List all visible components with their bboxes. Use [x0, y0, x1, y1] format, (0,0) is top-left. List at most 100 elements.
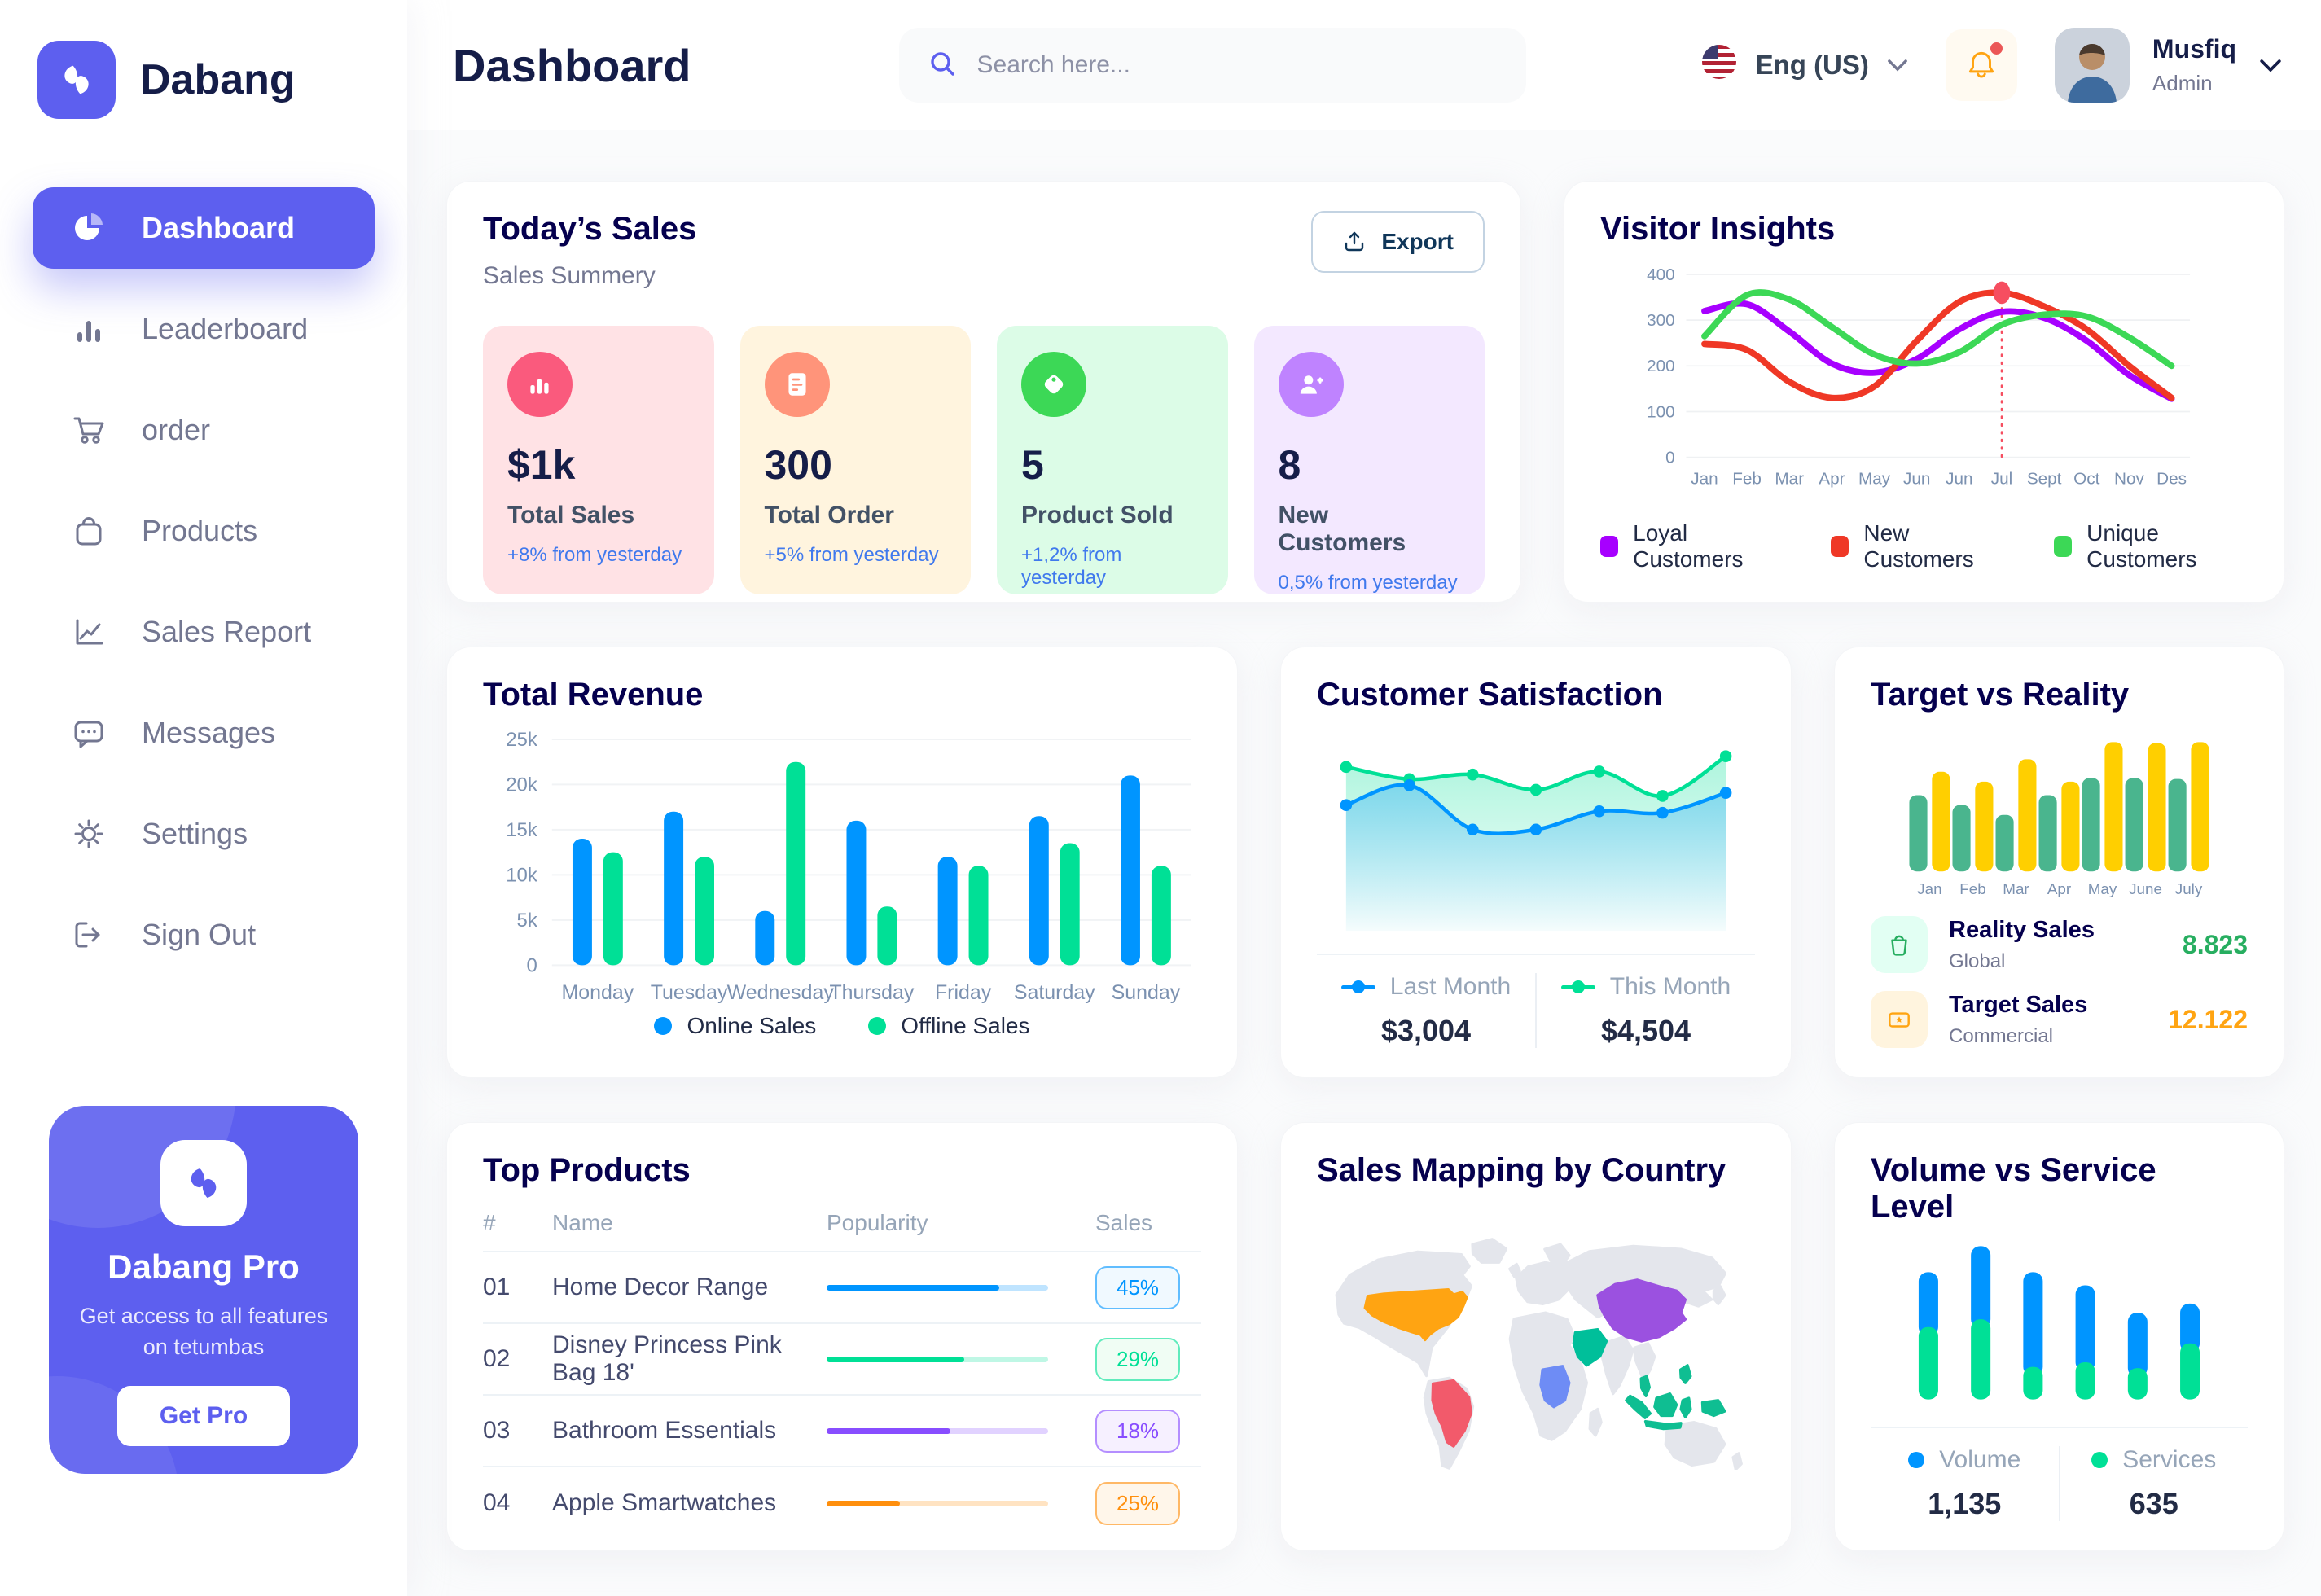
summary-value: 12.122	[2168, 1004, 2248, 1034]
stat-delta: +1,2% from yesterday	[1021, 544, 1122, 589]
australia-shape	[1664, 1421, 1726, 1467]
sidebar-item-label: Dashboard	[142, 211, 296, 244]
search-input[interactable]	[976, 51, 1498, 79]
brand[interactable]: Dabang	[33, 36, 375, 124]
svg-text:Jan: Jan	[1917, 880, 1941, 897]
last-month-marker	[1340, 980, 1375, 993]
top-products-title: Top Products	[483, 1152, 691, 1188]
divider	[1317, 954, 1755, 955]
avatar	[2054, 28, 2130, 103]
legend-services: Services 635	[2060, 1446, 2249, 1521]
export-button[interactable]: Export	[1311, 211, 1485, 273]
sidebar-item-products[interactable]: Products	[33, 490, 375, 572]
visitor-insights-card: Visitor Insights 0 100 200 300 400 Jan Feb Mar A…	[1564, 181, 2284, 603]
visitor-insights-chart: 0 100 200 300 400 Jan Feb Mar Apr May Jun Jun Jul Sep…	[1647, 265, 2191, 488]
export-icon	[1345, 231, 1364, 252]
svg-text:5k: 5k	[517, 910, 537, 932]
svg-text:Apr: Apr	[1819, 469, 1845, 488]
brand-name: Dabang	[140, 56, 296, 103]
total-revenue-title: Total Revenue	[483, 677, 704, 712]
bar-chart-icon	[70, 310, 107, 348]
summary-title: Target Sales	[1949, 991, 2088, 1018]
svg-text:Sept: Sept	[2027, 469, 2062, 488]
brand-logo-icon	[37, 41, 116, 119]
product-rank: 04	[483, 1489, 511, 1516]
product-rank: 02	[483, 1345, 511, 1372]
country-united-states	[1363, 1288, 1468, 1342]
total-revenue-chart: 0 5k 10k 15k 20k 25k Monday Tuesday WednesdayThu…	[506, 729, 1192, 1004]
svg-text:Oct: Oct	[2073, 469, 2099, 488]
japan-shape	[1712, 1285, 1726, 1305]
sales-badge: 45%	[1095, 1265, 1201, 1309]
customer-satisfaction-card: Customer Satisfaction Last Month $3,004 …	[1280, 647, 1792, 1078]
sidebar-item-order[interactable]: order	[33, 389, 375, 471]
sidebar-item-sales-report[interactable]: Sales Report	[33, 591, 375, 673]
popularity-bar	[827, 1500, 1095, 1506]
stat-label: Product Sold	[1021, 502, 1174, 528]
table-row: 03 Bathroom Essentials 18%	[483, 1396, 1201, 1467]
sidebar-menu: Dashboard Leaderboard order Products	[33, 187, 375, 976]
sidebar: Dabang Dashboard Leaderboard order	[0, 0, 407, 1596]
services-dot	[2091, 1452, 2108, 1468]
product-name: Disney Princess Pink Bag 18'	[552, 1331, 782, 1386]
svg-text:Saturday: Saturday	[1014, 981, 1095, 1004]
pro-logo-icon	[160, 1140, 247, 1227]
dashboard-content: Today’s Sales Sales Summery Export	[407, 130, 2321, 1596]
svg-text:Feb: Feb	[1959, 880, 1985, 897]
sidebar-item-dashboard[interactable]: Dashboard	[33, 187, 375, 269]
stat-delta: +8% from yesterday	[507, 544, 682, 566]
get-pro-button[interactable]: Get Pro	[116, 1386, 291, 1446]
customer-satisfaction-legend: Last Month $3,004 This Month $4,504	[1317, 973, 1755, 1048]
sales-chart-icon	[507, 352, 573, 417]
last-month-value: $3,004	[1380, 1014, 1472, 1047]
table-body: 01 Home Decor Range 45% 02 Disney Princess P…	[483, 1252, 1201, 1539]
language-selector[interactable]: Eng (US)	[1700, 43, 1908, 87]
stat-card-product-sold: 5 Product Sold +1,2% from yesterday	[997, 326, 1228, 594]
sales-mapping-card: Sales Mapping by Country	[1280, 1122, 1792, 1551]
user-info: Musfiq Admin	[2152, 34, 2236, 96]
total-revenue-legend: Online Sales Offline Sales	[483, 1013, 1201, 1039]
svg-text:Jan: Jan	[1691, 469, 1718, 488]
sidebar-item-leaderboard[interactable]: Leaderboard	[33, 288, 375, 370]
sales-mapping-title: Sales Mapping by Country	[1317, 1152, 1726, 1188]
this-month-marker	[1560, 980, 1595, 993]
svg-text:10k: 10k	[506, 864, 537, 886]
line-chart-icon	[70, 613, 107, 651]
svg-text:Nov: Nov	[2114, 469, 2144, 488]
ticket-icon	[1871, 991, 1928, 1048]
world-map	[1335, 1238, 1743, 1471]
notification-badge	[1990, 42, 2003, 55]
sidebar-item-messages[interactable]: Messages	[33, 692, 375, 774]
svg-text:Friday: Friday	[935, 981, 992, 1004]
svg-text:400: 400	[1647, 265, 1675, 284]
sales-badge: 25%	[1095, 1481, 1201, 1525]
svg-text:25k: 25k	[506, 729, 537, 751]
sidebar-item-label: order	[142, 413, 211, 446]
search-bar[interactable]	[898, 28, 1526, 103]
user-menu[interactable]: Musfiq Admin	[2054, 28, 2282, 103]
pro-title: Dabang Pro	[107, 1247, 300, 1287]
country-indonesia-sulawesi	[1679, 1396, 1692, 1418]
customer-satisfaction-title: Customer Satisfaction	[1317, 677, 1663, 712]
sidebar-item-sign-out[interactable]: Sign Out	[33, 894, 375, 976]
search-icon	[927, 48, 958, 83]
sidebar-item-label: Leaderboard	[142, 312, 309, 345]
country-indonesia-borneo	[1653, 1392, 1678, 1418]
scandinavia-shape	[1543, 1243, 1571, 1266]
unique-customers-swatch	[2053, 536, 2073, 557]
sidebar-item-label: Sales Report	[142, 615, 312, 648]
country-saudi-arabia	[1572, 1327, 1608, 1367]
stat-cards: $1k Total Sales +8% from yesterday 300 T…	[483, 326, 1485, 594]
country-malay-peninsula	[1639, 1375, 1651, 1397]
loyal-customers-swatch	[1600, 536, 1619, 557]
notification-button[interactable]	[1945, 29, 2017, 101]
country-indonesia-java	[1643, 1419, 1683, 1431]
main-column: Dashboard Eng (US)	[407, 0, 2321, 1596]
bell-icon	[1968, 51, 1994, 78]
sign-out-icon	[70, 916, 107, 954]
svg-text:Thursday: Thursday	[829, 981, 914, 1004]
language-label: Eng (US)	[1755, 50, 1869, 80]
volume-dot	[1908, 1452, 1925, 1468]
sidebar-item-settings[interactable]: Settings	[33, 793, 375, 875]
popularity-bar	[827, 1284, 1095, 1291]
